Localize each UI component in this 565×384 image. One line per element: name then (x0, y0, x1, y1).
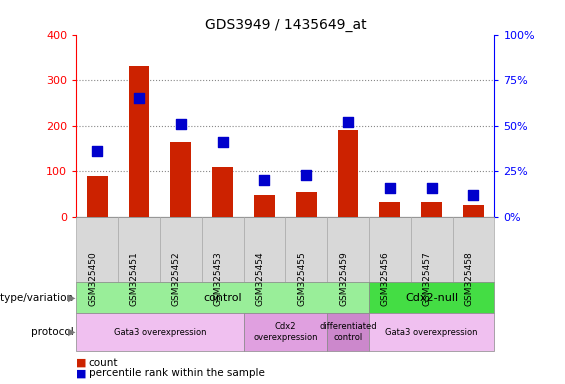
Text: control: control (203, 293, 242, 303)
Text: count: count (89, 358, 118, 368)
Bar (254, 195, 275, 217)
Bar (296, 192, 316, 217)
Text: Gata3 overexpression: Gata3 overexpression (385, 328, 478, 337)
Text: GSM325451: GSM325451 (130, 251, 139, 306)
Point (218, 139, 227, 145)
Bar (129, 66, 149, 217)
Bar (171, 142, 191, 217)
Text: GSM325459: GSM325459 (339, 251, 348, 306)
Point (176, 121, 185, 127)
Text: GSM325455: GSM325455 (297, 251, 306, 306)
Bar (87, 176, 107, 217)
Text: differentiated
control: differentiated control (319, 323, 377, 342)
Point (302, 172, 311, 178)
Text: ▶: ▶ (68, 327, 75, 337)
Text: genotype/variation: genotype/variation (0, 293, 73, 303)
Text: ■: ■ (76, 358, 87, 368)
Bar (338, 130, 359, 217)
Text: Cdx2
overexpression: Cdx2 overexpression (253, 323, 318, 342)
Bar (463, 205, 484, 217)
Text: ■: ■ (76, 368, 87, 378)
Bar (421, 202, 442, 217)
Text: protocol: protocol (31, 327, 73, 337)
Text: GSM325458: GSM325458 (464, 251, 473, 306)
Point (427, 185, 436, 191)
Text: GSM325452: GSM325452 (172, 251, 181, 306)
Text: GSM325450: GSM325450 (88, 251, 97, 306)
Title: GDS3949 / 1435649_at: GDS3949 / 1435649_at (205, 18, 366, 32)
Bar (380, 202, 400, 217)
Point (134, 95, 144, 101)
Point (260, 177, 269, 184)
Text: GSM325453: GSM325453 (214, 251, 223, 306)
Text: ▶: ▶ (68, 293, 75, 303)
Text: Gata3 overexpression: Gata3 overexpression (114, 328, 206, 337)
Bar (212, 167, 233, 217)
Point (469, 192, 478, 198)
Text: GSM325457: GSM325457 (423, 251, 432, 306)
Text: Cdx2-null: Cdx2-null (405, 293, 458, 303)
Text: percentile rank within the sample: percentile rank within the sample (89, 368, 264, 378)
Point (385, 185, 394, 191)
Point (93, 148, 102, 154)
Text: GSM325454: GSM325454 (255, 251, 264, 306)
Text: GSM325456: GSM325456 (381, 251, 390, 306)
Point (344, 119, 353, 125)
